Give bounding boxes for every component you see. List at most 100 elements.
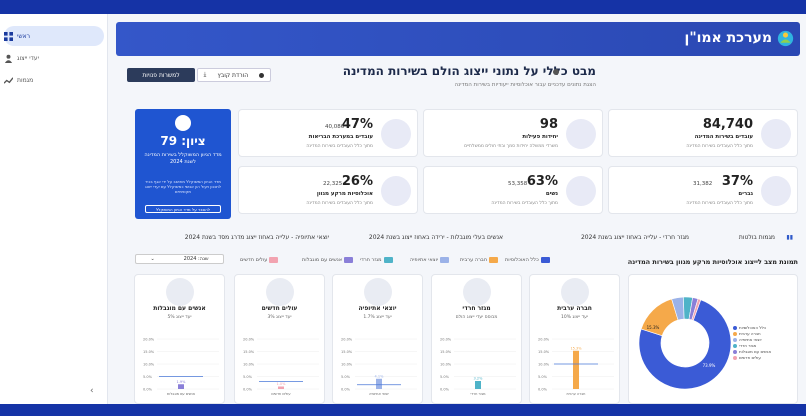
bar-value-label: 1.9% [177, 380, 187, 384]
legend-label: אנשים עם מוגבלות [739, 349, 772, 354]
y-tick-label: 20.0% [341, 338, 353, 342]
y-tick-label: 5.0% [143, 375, 153, 379]
stat-count: 40,086 [325, 124, 345, 130]
bar[interactable] [278, 386, 284, 390]
heart-pulse-icon [381, 119, 411, 149]
legend-item[interactable]: כלל האוכלוסיות [505, 257, 550, 263]
y-tick-label: 20.0% [538, 338, 550, 342]
legend-label: יוצאי אתיופיה [410, 257, 439, 263]
legend-item[interactable]: מגזר חרדי [360, 257, 393, 263]
legend-label: אנשים עם מוגבלות [302, 257, 343, 263]
donut-legend-item[interactable]: כלל האוכלוסיות [733, 325, 771, 331]
y-tick-label: 10.0% [243, 363, 255, 367]
download-label: הורדת קובץ [217, 71, 249, 79]
legend-label: יוצאי אתיופיה [739, 337, 762, 342]
building-icon [175, 115, 191, 131]
legend-item[interactable]: חברה ערבית [460, 257, 499, 263]
sidebar-item-home[interactable]: ראשי [4, 26, 104, 46]
mini-bar-chart: 20.0% 15.0% 10.0% 5.0% 0.0% 3.2% מגזר חרדי [440, 338, 516, 396]
legend-item[interactable]: עולים חדשים [240, 257, 279, 263]
download-icon: ⤓ [203, 71, 207, 78]
woman-icon [566, 176, 596, 206]
y-tick-label: 20.0% [243, 338, 255, 342]
stat-label: נשים [545, 191, 558, 197]
people-icon [761, 119, 791, 149]
stat-label: גברים [738, 191, 753, 197]
legend-label: כלל האוכלוסיות [739, 325, 766, 330]
x-tick-label: מגזר חרדי [470, 392, 486, 396]
mini-chart-subtitle: יעד ייצוג 1.7% [363, 315, 392, 320]
legend-dot [733, 350, 737, 354]
legend-label: עולים חדשים [739, 355, 761, 360]
stat-count: 31,382 [693, 181, 713, 187]
building-icon [566, 119, 596, 149]
legend-swatch [489, 257, 499, 263]
x-tick-label: עולים חדשים [271, 392, 290, 396]
bar-value-label: 4.1% [375, 374, 385, 378]
stat-value: 47% [341, 117, 373, 132]
trends-label: מגמות בולטות [738, 234, 775, 241]
pie-slice[interactable] [638, 299, 732, 390]
y-tick-label: 5.0% [538, 375, 548, 379]
trend-item[interactable]: מגזר חרדי - עלייה באחוז ייצוג בשנת 2024 [580, 234, 689, 241]
legend-swatch [383, 257, 393, 263]
legend-swatch [344, 257, 354, 263]
mini-chart-card: חברה ערבית יעד ייצוג 10% 20.0% 15.0% 10.0% 5.… [529, 274, 620, 404]
slice-label: 15.3% [647, 325, 660, 330]
y-tick-label: 5.0% [341, 375, 351, 379]
collapse-sidebar-button[interactable]: ‹ [90, 386, 94, 396]
open-positions-button[interactable]: למשרות פנויות [127, 68, 195, 82]
donut-legend-item[interactable]: אנשים עם מוגבלות [733, 349, 771, 355]
bar-value-label: 3.2% [474, 377, 484, 381]
chevron-down-icon: ⌄ [150, 256, 155, 262]
mini-chart-subtitle: מבוסס יעדי ייצוג הולם [455, 315, 498, 320]
donut-legend-item[interactable]: מגזר חרדי [733, 343, 771, 349]
bar[interactable] [573, 350, 579, 389]
legend-item[interactable]: אנשים עם מוגבלות [302, 257, 354, 263]
pie-slice[interactable] [691, 298, 702, 321]
donut-legend-item[interactable]: עולים חדשים [733, 355, 771, 361]
donut-legend-item[interactable]: יוצאי אתיופיה [733, 337, 771, 343]
mini-chart-title: אנשים עם מוגבלות [153, 305, 206, 312]
bar[interactable] [376, 378, 382, 389]
bar[interactable] [178, 384, 184, 389]
legend-label: מגזר חרדי [739, 343, 757, 348]
mini-chart-title: עולים חדשים [261, 305, 298, 312]
download-file-button[interactable]: ⤓ הורדת קובץ [197, 68, 271, 82]
x-tick-label: חברה ערבית [567, 392, 586, 396]
trend-item[interactable]: יוצאי אתיופיה - עלייה באחוז ייצוג מדרג מ… [184, 234, 329, 241]
legend-label: מגזר חרדי [360, 257, 382, 263]
stat-sub: מתוך כלל העובדים בשירות המדינה [686, 144, 753, 149]
y-tick-label: 0.0% [538, 388, 548, 392]
sidebar-item-trends[interactable]: מגמות [4, 70, 104, 90]
app-title: מערכת אמו"ן [684, 30, 772, 46]
bar[interactable] [475, 381, 481, 389]
logo-icon [777, 30, 794, 47]
legend-item[interactable]: יוצאי אתיופיה [410, 257, 450, 263]
mini-chart-card: אנשים עם מוגבלות יעד ייצוג 5% 20.0% 15.0% 10… [134, 274, 225, 404]
shapes-icon [381, 176, 411, 206]
mini-chart-card: יוצאי אתיופיה יעד ייצוג 1.7% 20.0% 15.0% 10.… [332, 274, 423, 404]
y-tick-label: 0.0% [341, 388, 351, 392]
info-icon[interactable] [553, 69, 559, 75]
y-tick-label: 15.0% [143, 350, 155, 354]
trends-bar: מגמות בולטות ▮▮ מגזר חרדי - עלייה באחוז … [133, 232, 799, 246]
score-title: ציון: 79 [160, 134, 206, 148]
mini-chart-card: עולים חדשים יעד ייצוג 3% 20.0% 15.0% 10.0% 5.… [234, 274, 325, 404]
score-explanation-link[interactable]: להסבר על מדד הגיוון המשוקלל [145, 205, 221, 213]
info-dot-icon [259, 72, 265, 78]
pie-slice[interactable] [640, 298, 679, 337]
stat-sub: מתוך כלל העובדים בשירות המדינה [491, 201, 558, 206]
trend-item[interactable]: אנשים בעלי מוגבלות - ירידה באחוז ייצוג ב… [368, 234, 503, 241]
group-icon [364, 278, 392, 306]
donut-legend: כלל האוכלוסיות חברה ערבית יוצאי אתיופיה מגז… [733, 325, 771, 361]
sidebar-item-targets[interactable]: יעדי ייצוג [4, 48, 104, 68]
donut-legend-item[interactable]: חברה ערבית [733, 331, 771, 337]
group-icon [561, 278, 589, 306]
stat-card-health: 47% 40,086 עובדים במערכת הבריאות מתוך כל… [238, 109, 418, 157]
users-icon [4, 54, 13, 63]
legend-label: כלל האוכלוסיות [505, 257, 539, 263]
year-select[interactable]: ⌄ שנה: 2024 [135, 254, 224, 264]
mini-bar-chart: 20.0% 15.0% 10.0% 5.0% 0.0% 15.3% חברה ערבית [538, 338, 614, 396]
mini-bar-chart: 20.0% 15.0% 10.0% 5.0% 0.0% 1.9% אנשים עם מוגב… [143, 338, 219, 396]
